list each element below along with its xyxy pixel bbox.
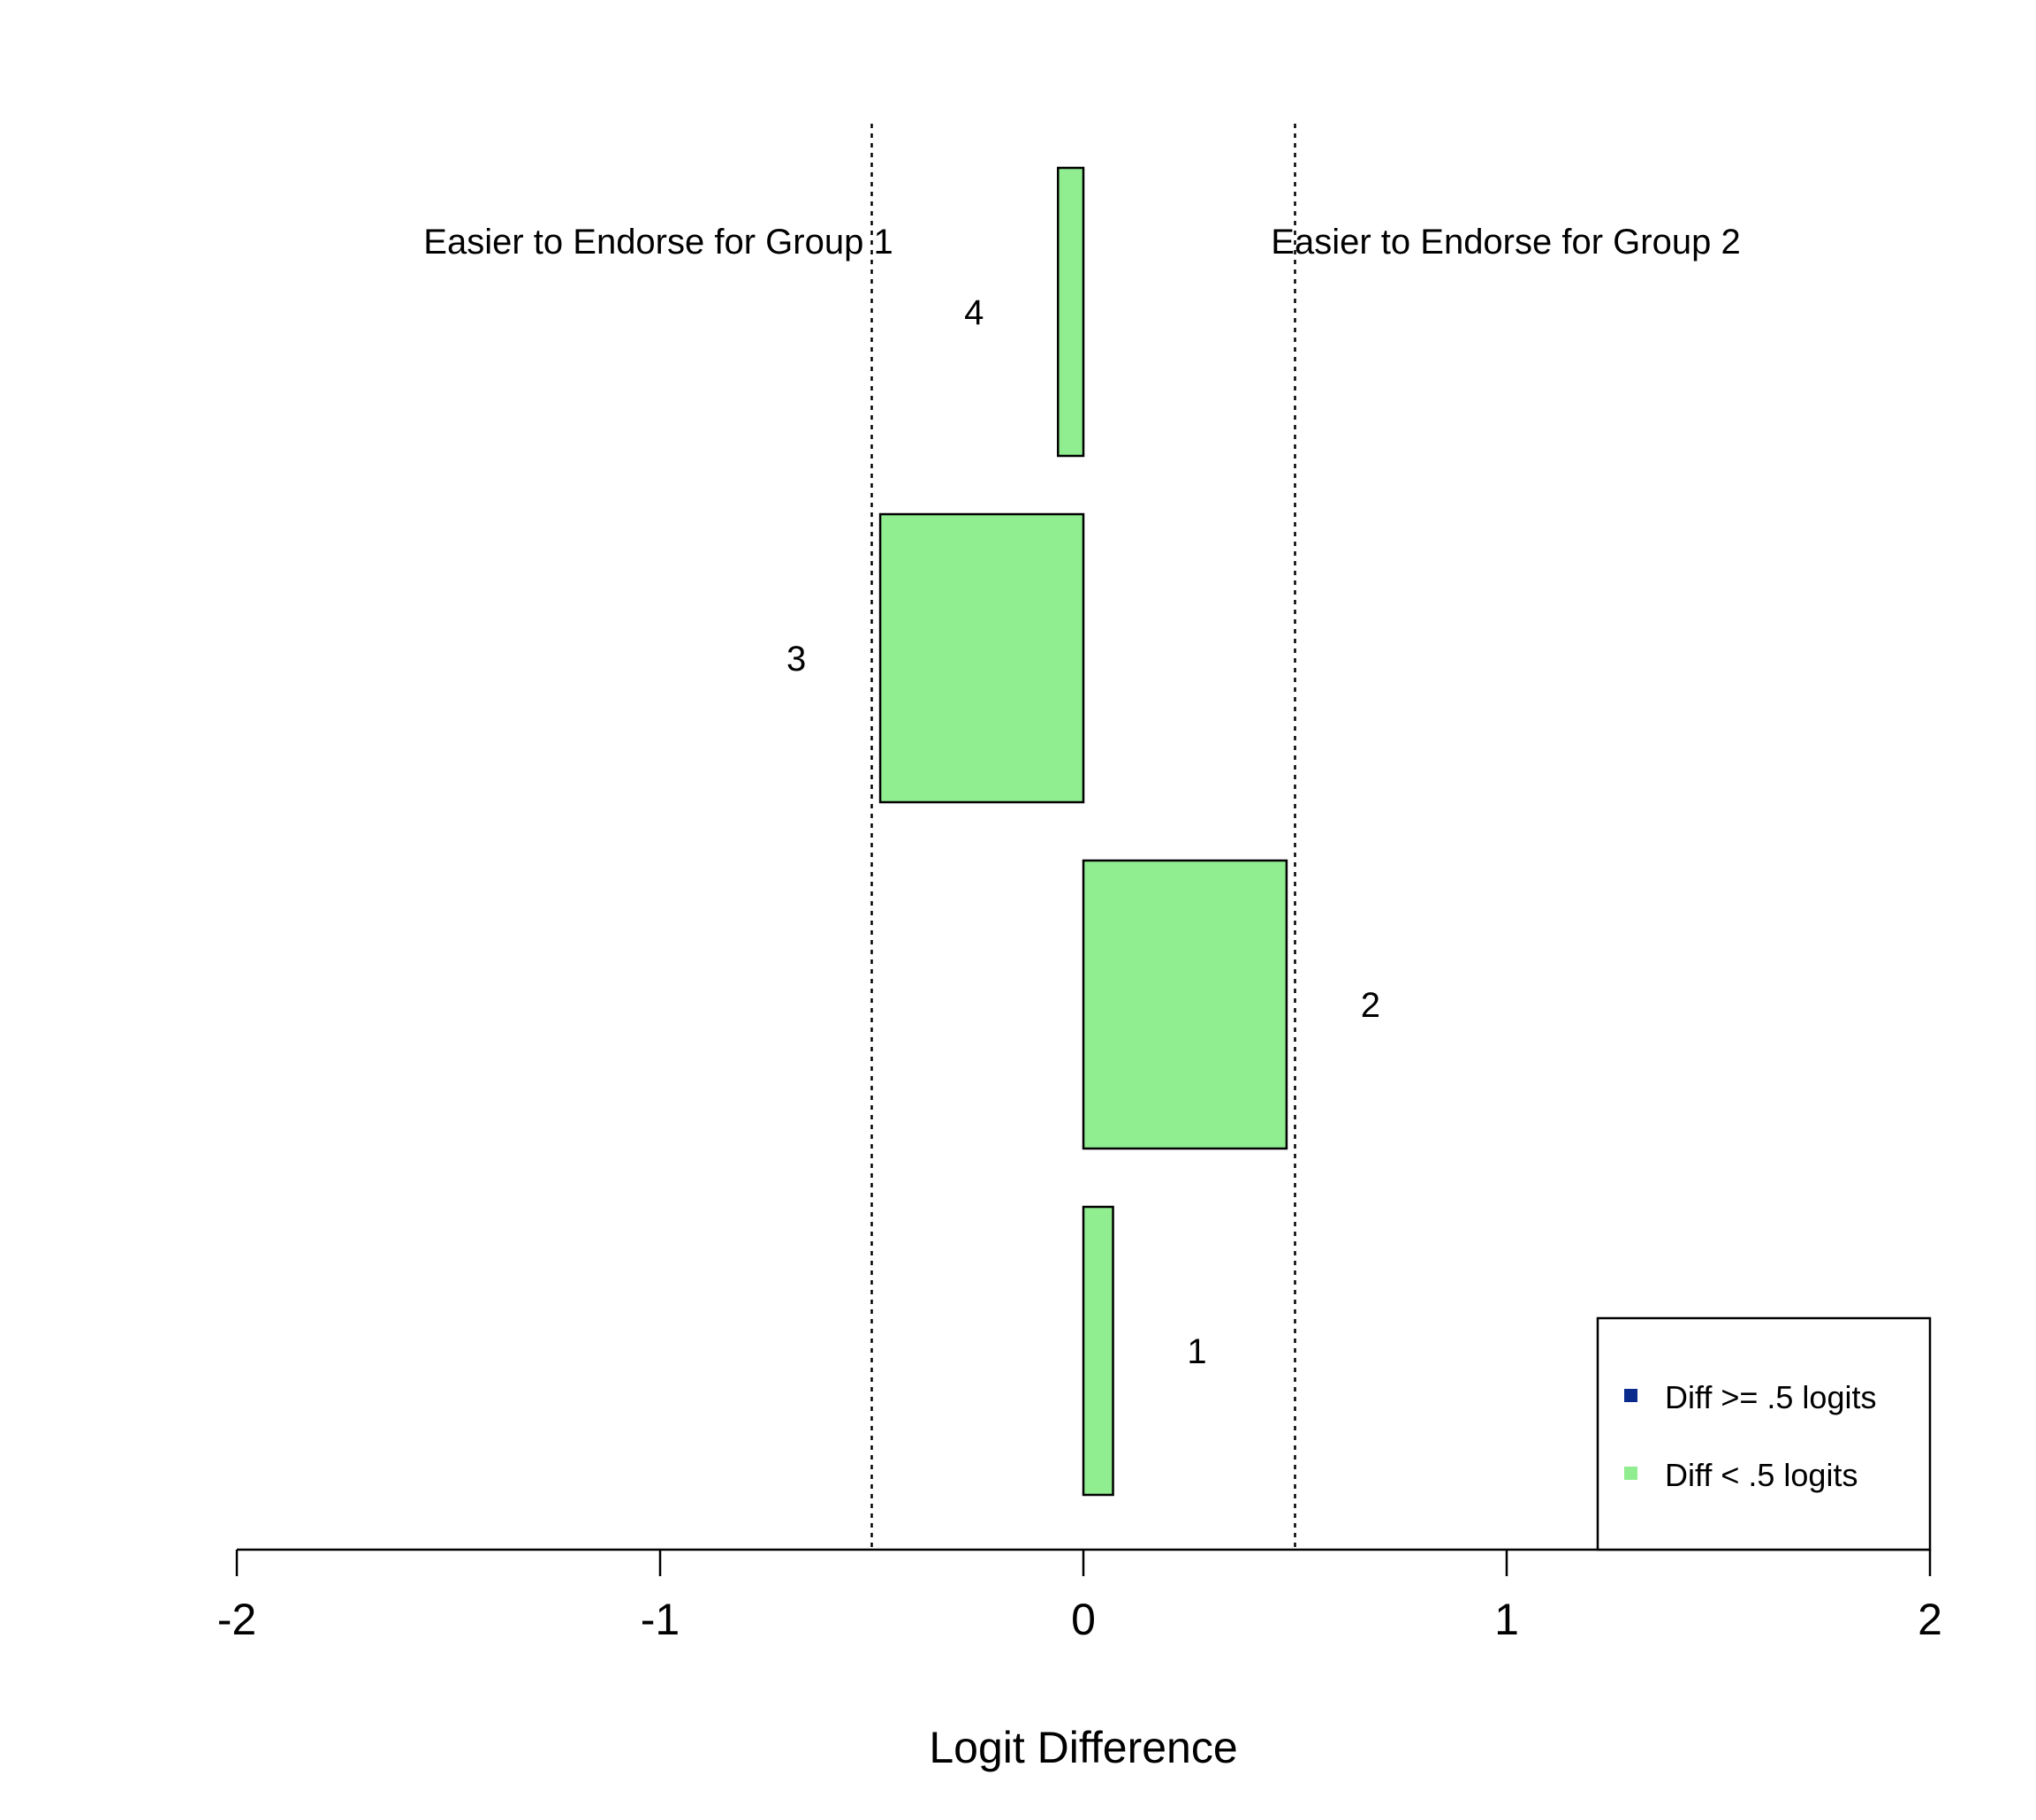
x-tick-label-1: -1 xyxy=(641,1595,680,1644)
region-label-left: Easier to Endorse for Group 1 xyxy=(423,223,893,262)
item-label-2: 2 xyxy=(1361,986,1380,1025)
x-axis: -2 -1 0 1 2 xyxy=(217,1548,1942,1644)
legend-label-0: Diff >= .5 logits xyxy=(1665,1379,1876,1415)
x-axis-label: Logit Difference xyxy=(929,1723,1237,1772)
bar-item-3 xyxy=(878,512,1085,804)
item-label-1: 1 xyxy=(1187,1332,1206,1371)
bar-item-1 xyxy=(1082,1205,1114,1497)
legend-box xyxy=(1596,1316,1932,1551)
legend-swatch-1 xyxy=(1624,1467,1637,1480)
legend: Diff >= .5 logits Diff < .5 logits xyxy=(1596,1316,1932,1551)
x-tick-label-2: 0 xyxy=(1071,1595,1096,1644)
item-label-4: 4 xyxy=(964,293,984,332)
x-tick-label-4: 2 xyxy=(1918,1595,1942,1644)
bar-item-4 xyxy=(1057,166,1085,458)
x-tick-label-3: 1 xyxy=(1494,1595,1519,1644)
region-label-right: Easier to Endorse for Group 2 xyxy=(1271,223,1740,262)
bar-item-2 xyxy=(1082,859,1288,1150)
item-label-3: 3 xyxy=(786,640,806,679)
legend-label-1: Diff < .5 logits xyxy=(1665,1457,1857,1493)
x-tick-label-0: -2 xyxy=(217,1595,256,1644)
legend-swatch-0 xyxy=(1624,1389,1637,1402)
